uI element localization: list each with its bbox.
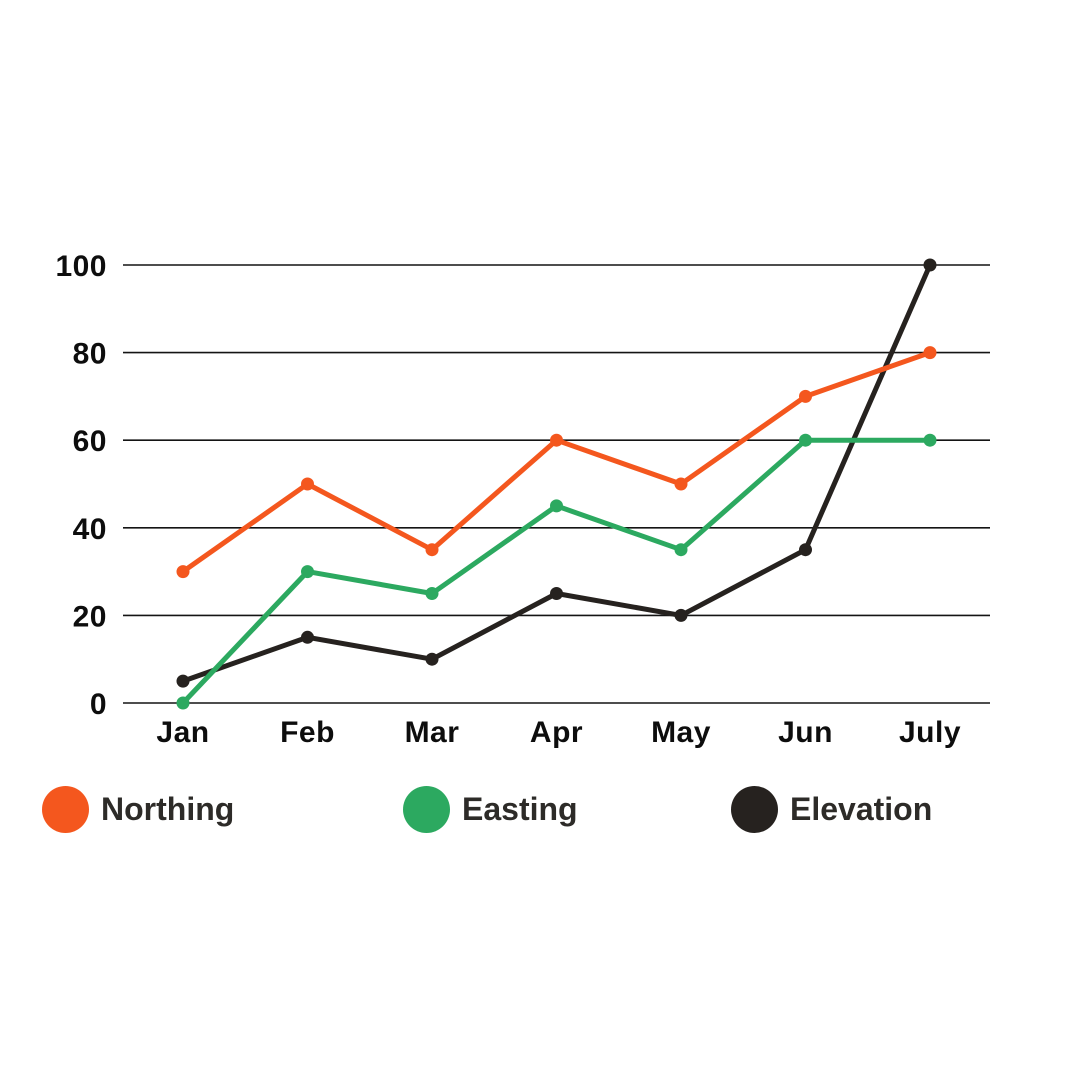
chart-legend: Northing Easting Elevation [0, 786, 1080, 846]
data-point-marker [425, 587, 439, 600]
data-point-marker [550, 587, 563, 600]
legend-swatch-icon [42, 786, 89, 833]
legend-label: Easting [462, 791, 578, 827]
legend-item-easting[interactable]: Easting [403, 786, 578, 833]
legend-item-elevation[interactable]: Elevation [731, 786, 932, 833]
y-tick-label: 100 [55, 250, 107, 283]
data-point-marker [923, 433, 937, 447]
legend-label: Elevation [790, 791, 933, 827]
data-point-marker [301, 565, 314, 579]
y-tick-label: 60 [73, 425, 107, 458]
data-point-marker [425, 652, 439, 666]
data-point-marker [799, 543, 812, 557]
x-tick-label: Mar [405, 716, 460, 749]
legend-label: Northing [101, 791, 235, 827]
data-point-marker [176, 674, 190, 688]
data-point-marker [674, 543, 688, 557]
data-point-marker [799, 389, 812, 403]
x-tick-label: Feb [280, 716, 335, 749]
data-point-marker [550, 499, 563, 513]
x-tick-label: Apr [530, 716, 583, 749]
y-tick-label: 0 [90, 688, 107, 721]
legend-swatch-icon [731, 786, 778, 833]
data-point-marker [176, 696, 190, 710]
series-line-northing [180, 350, 933, 575]
data-point-marker [799, 433, 812, 447]
y-tick-label: 40 [73, 513, 107, 546]
data-point-marker [923, 346, 937, 360]
x-tick-label: May [651, 716, 711, 749]
data-point-marker [176, 565, 190, 579]
x-tick-label: Jun [778, 716, 833, 749]
data-point-marker [674, 608, 688, 622]
data-point-marker [425, 543, 439, 557]
data-point-marker [550, 433, 563, 447]
series-line-elevation [180, 262, 933, 684]
data-point-marker [674, 477, 688, 491]
x-tick-label: Jan [156, 716, 209, 749]
x-tick-label: July [899, 716, 961, 749]
y-tick-label: 80 [73, 338, 107, 371]
series-line-easting [180, 437, 933, 706]
data-point-marker [301, 630, 314, 644]
legend-item-northing[interactable]: Northing [42, 786, 234, 833]
legend-swatch-icon [403, 786, 450, 833]
data-point-marker [923, 258, 937, 272]
data-point-marker [301, 477, 314, 491]
y-tick-label: 20 [73, 600, 107, 633]
